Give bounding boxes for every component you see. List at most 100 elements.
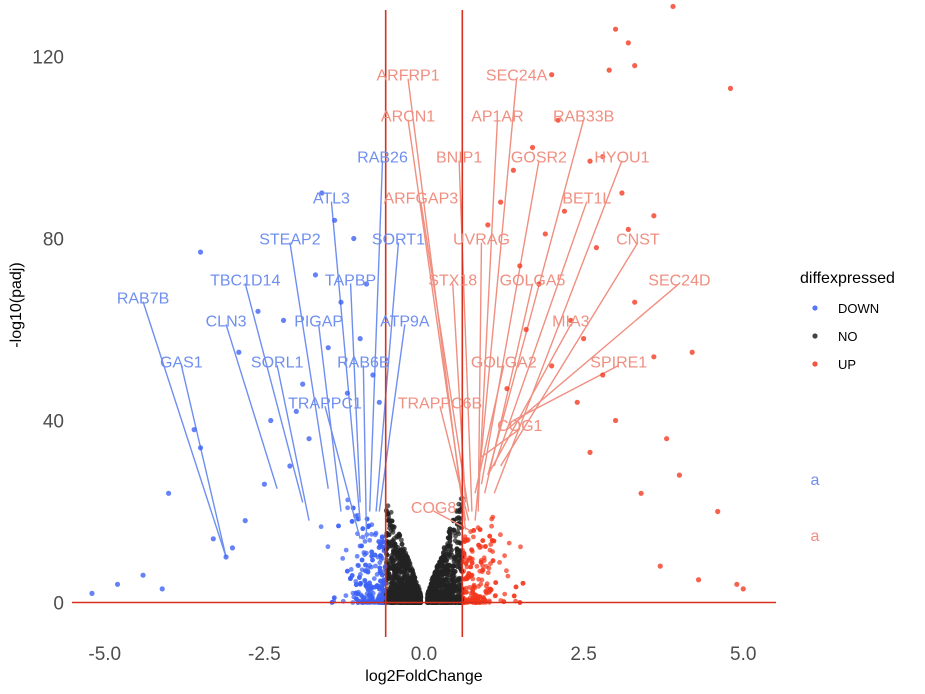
gene-point-bg	[471, 584, 477, 590]
gene-label-hyou1: HYOU1	[594, 150, 649, 167]
gene-point-bg	[430, 575, 436, 581]
gene-point-bg	[406, 592, 412, 598]
gene-label-gosr2: GOSR2	[511, 150, 567, 167]
gene-point-bg	[482, 598, 488, 603]
gene-point-up	[549, 363, 555, 369]
gene-point-down	[229, 545, 236, 551]
connector-gas1	[180, 365, 227, 558]
gene-point-bg	[402, 573, 407, 579]
gene-point-bg	[362, 539, 368, 544]
gene-point-bg	[359, 557, 365, 563]
gene-point-down	[261, 481, 267, 487]
gene-point-bg	[386, 575, 392, 581]
gene-point-bg	[398, 584, 404, 590]
gene-point-bg	[456, 531, 462, 537]
gene-point-bg	[468, 564, 474, 570]
gene-point-bg	[360, 526, 366, 532]
gene-point-bg	[446, 582, 451, 588]
gene-point-bg	[345, 505, 350, 511]
gene-point-bg	[363, 562, 368, 568]
gene-point-up	[638, 490, 644, 496]
gene-point-bg	[434, 577, 440, 582]
gene-point-bg	[410, 572, 416, 578]
gene-point-bg	[449, 547, 455, 553]
gene-point-bg	[390, 538, 396, 543]
gene-point-bg	[391, 543, 397, 548]
gene-point-bg	[429, 582, 434, 588]
gene-point-bg	[356, 563, 361, 569]
gene-point-down	[89, 590, 95, 597]
gene-label-atp9a: ATP9A	[380, 313, 430, 330]
gene-point-up	[587, 158, 593, 164]
gene-label-rab6b: RAB6B	[337, 354, 389, 371]
gene-point-bg	[433, 586, 439, 592]
gene-point-bg	[504, 568, 509, 574]
gene-label-stx18: STX18	[428, 272, 477, 289]
gene-point-bg	[490, 549, 495, 554]
gene-point-bg	[478, 581, 484, 587]
gene-point-bg	[407, 581, 412, 586]
gene-point-bg	[429, 592, 435, 598]
gene-point-up	[740, 586, 746, 592]
gene-label-arfgap3: ARFGAP3	[383, 191, 458, 208]
gene-point-down	[280, 317, 287, 323]
gene-point-bg	[374, 583, 380, 589]
gene-point-up	[504, 386, 510, 392]
gene-point-bg	[454, 564, 460, 569]
gene-point-down	[223, 554, 229, 560]
gene-point-bg	[471, 534, 476, 540]
gene-point-down	[351, 235, 357, 242]
gene-point-bg	[445, 588, 450, 594]
gene-point-down	[325, 345, 331, 351]
gene-label-trappc1: TRAPPC1	[288, 395, 362, 412]
gene-label-arfrp1: ARFRP1	[376, 68, 439, 85]
gene-point-bg	[401, 555, 407, 560]
gene-label-tapbp: TAPBP	[325, 272, 376, 289]
legend-key-up	[812, 361, 818, 367]
gene-point-bg	[487, 533, 493, 539]
gene-point-down	[197, 249, 204, 255]
gene-label-cln3: CLN3	[206, 313, 247, 330]
gene-point-bg	[367, 580, 372, 586]
legend-key-down	[812, 305, 818, 311]
connector-arcn1	[407, 119, 467, 521]
gene-point-bg	[518, 544, 523, 550]
gene-point-bg	[369, 585, 375, 591]
gene-point-bg	[364, 516, 370, 522]
gene-point-bg	[403, 566, 409, 572]
gene-point-bg	[451, 527, 456, 533]
gene-point-bg	[506, 540, 512, 546]
y-tick-label: 80	[43, 230, 64, 251]
y-tick-label: 0	[53, 594, 64, 615]
gene-point-bg	[359, 543, 364, 549]
x-tick-label: 5.0	[730, 644, 756, 665]
connector-ap1ar	[477, 119, 499, 503]
gene-label-sorl1: SORL1	[251, 354, 304, 371]
gene-point-up	[593, 245, 599, 251]
gene-point-bg	[367, 592, 372, 598]
y-axis-title: -log10(padj)	[8, 262, 25, 347]
gene-point-up	[498, 199, 504, 205]
gene-point-bg	[365, 587, 371, 592]
gene-point-bg	[439, 597, 445, 603]
gene-point-bg	[477, 599, 483, 605]
connector-stx18	[452, 283, 467, 503]
gene-point-down	[363, 281, 370, 287]
gene-point-up	[632, 63, 638, 69]
gene-point-bg	[464, 589, 469, 595]
gene-point-bg	[385, 503, 391, 509]
gene-point-down	[255, 308, 261, 314]
gene-point-bg	[446, 564, 452, 569]
gene-point-bg	[454, 578, 460, 584]
gene-point-bg	[454, 550, 460, 555]
gene-point-bg	[438, 558, 444, 564]
gene-point-bg	[489, 516, 495, 522]
connector-gosr2	[480, 160, 540, 485]
gene-label-spire1: SPIRE1	[590, 354, 647, 371]
gene-label-sec24a: SEC24A	[486, 68, 548, 85]
gene-point-bg	[455, 593, 460, 599]
connector-pigap	[317, 324, 342, 512]
connector-trappc1	[324, 406, 361, 539]
